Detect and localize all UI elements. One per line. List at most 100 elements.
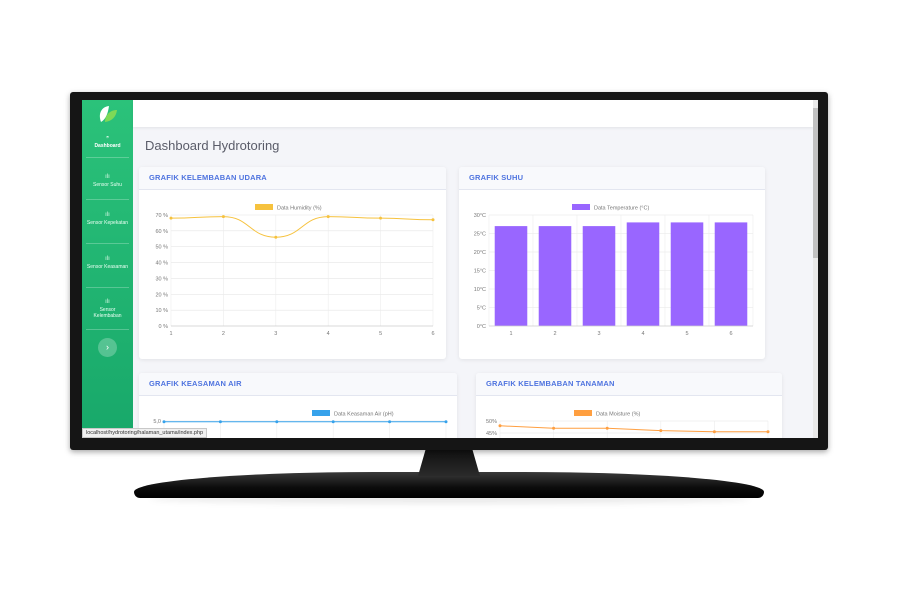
- sidebar-item-sensor-suhu[interactable]: ılı Sensor Suhu: [82, 174, 133, 188]
- ph-card: GRAFIK KEASAMAN AIR Data Keasaman Air (p…: [139, 373, 457, 438]
- ph-point: [444, 420, 448, 424]
- sidebar-toggle-button[interactable]: ›: [98, 338, 117, 357]
- temperature-bar: [714, 222, 748, 326]
- y-tick-label: 10 %: [155, 308, 168, 314]
- sidebar-item-label: Sensor Kepekatan: [86, 220, 129, 226]
- ph-point: [331, 420, 335, 424]
- legend-swatch: [572, 204, 590, 210]
- y-tick-label: 0 %: [159, 324, 169, 330]
- scrollbar-thumb[interactable]: [813, 108, 818, 258]
- y-tick-label: 30°C: [474, 213, 486, 219]
- moisture-point: [712, 430, 716, 434]
- humidity-point: [431, 218, 435, 222]
- humidity-point: [379, 216, 383, 220]
- monitor-neck: [418, 450, 480, 476]
- temperature-card: GRAFIK SUHU Data Temperature (°C) 0°C 5°C 1…: [459, 167, 765, 359]
- x-tick-label: 1: [169, 331, 172, 337]
- y-tick-label: 5°C: [477, 306, 486, 312]
- temperature-bar: [582, 226, 616, 326]
- chevron-right-icon: ›: [106, 342, 109, 352]
- sensor-icon: ılı: [105, 299, 110, 305]
- legend-label: Data Humidity (%): [277, 206, 322, 212]
- ph-point: [275, 420, 279, 424]
- sidebar: ◓ Dashboard ılı Sensor Suhu ılı Sensor K…: [82, 100, 133, 438]
- sidebar-item-sensor-kepekatan[interactable]: ılı Sensor Kepekatan: [82, 212, 133, 226]
- leaf-logo-icon[interactable]: [97, 104, 119, 124]
- humidity-point: [274, 235, 278, 239]
- temperature-bar: [670, 222, 704, 326]
- humidity-point: [169, 216, 173, 220]
- x-tick-label: 6: [431, 331, 434, 337]
- temperature-card-title: GRAFIK SUHU: [459, 167, 765, 190]
- ph-chart: Data Keasaman Air (pH) 5,0: [153, 410, 448, 438]
- legend-swatch: [312, 410, 330, 416]
- monitor-base: [134, 472, 764, 498]
- humidity-chart: Data Humidity (%) 0 % 10 % 20 % 30 % 40 % 50 %…: [155, 204, 435, 337]
- sensor-icon: ılı: [105, 174, 110, 180]
- sidebar-item-dashboard[interactable]: ◓ Dashboard: [82, 135, 133, 149]
- moisture-card: GRAFIK KELEMBABAN TANAMAN Data Moisture …: [476, 373, 782, 438]
- ph-point: [218, 420, 222, 424]
- humidity-point: [221, 215, 225, 219]
- sidebar-divider: [86, 199, 129, 200]
- sidebar-item-label: Sensor Suhu: [93, 182, 122, 188]
- y-tick-label: 30 %: [155, 276, 168, 282]
- humidity-point: [326, 215, 330, 219]
- status-bar-url: localhost/hydrotoring/halaman_utama/inde…: [82, 428, 208, 438]
- y-tick-label: 0°C: [477, 324, 486, 330]
- y-tick-label: 60 %: [155, 229, 168, 235]
- moisture-point: [766, 430, 770, 434]
- legend-label: Data Temperature (°C): [594, 206, 649, 212]
- ph-point: [162, 420, 166, 424]
- sensor-icon: ılı: [105, 256, 110, 262]
- y-tick-label: 15°C: [474, 269, 486, 275]
- sidebar-item-sensor-keasaman[interactable]: ılı Sensor Keasaman: [82, 256, 133, 270]
- moisture-point: [659, 429, 663, 433]
- ph-card-title: GRAFIK KEASAMAN AIR: [139, 373, 457, 396]
- x-tick-label: 2: [222, 331, 225, 337]
- temperature-chart: Data Temperature (°C) 0°C 5°C 10°C 15°C 20°C 2…: [474, 204, 754, 337]
- y-tick-label: 70 %: [155, 213, 168, 219]
- sidebar-item-label: Sensor Keasaman: [86, 264, 129, 270]
- sidebar-divider: [86, 157, 129, 158]
- y-tick-label: 20°C: [474, 250, 486, 256]
- x-tick-label: 5: [685, 331, 688, 337]
- x-tick-label: 1: [509, 331, 512, 337]
- y-tick-label: 40 %: [155, 261, 168, 267]
- humidity-line: [170, 216, 434, 238]
- y-tick-label: 20 %: [155, 292, 168, 298]
- legend-swatch: [574, 410, 592, 416]
- temperature-bar: [538, 226, 572, 326]
- browser-screen: ◓ Dashboard ılı Sensor Suhu ılı Sensor K…: [82, 100, 818, 438]
- y-tick-label: 45%: [486, 431, 497, 437]
- monitor-shadow: [150, 494, 750, 504]
- moisture-line: [499, 425, 768, 433]
- vertical-scrollbar[interactable]: [813, 100, 818, 438]
- sidebar-divider: [86, 243, 129, 244]
- ph-point: [388, 420, 392, 424]
- y-tick-label: 25°C: [474, 232, 486, 238]
- temperature-bar: [494, 226, 528, 326]
- y-tick-label: 5,0: [153, 419, 161, 425]
- y-tick-label: 50 %: [155, 245, 168, 251]
- x-tick-label: 6: [729, 331, 732, 337]
- x-tick-label: 3: [597, 331, 600, 337]
- legend-label: Data Moisture (%): [596, 412, 640, 418]
- sidebar-item-label: Sensor Kelembaban: [93, 307, 122, 319]
- sidebar-divider: [86, 329, 129, 330]
- moisture-point: [605, 426, 609, 430]
- dashboard-icon: ◓: [105, 135, 110, 141]
- sidebar-item-sensor-kelembaban[interactable]: ılı Sensor Kelembaban: [82, 299, 133, 319]
- sidebar-divider: [86, 287, 129, 288]
- legend-label: Data Keasaman Air (pH): [334, 412, 394, 418]
- humidity-card: GRAFIK KELEMBABAN UDARA Data Humidity (%…: [139, 167, 446, 359]
- moisture-point: [552, 426, 556, 430]
- x-tick-label: 4: [327, 331, 330, 337]
- x-tick-label: 5: [379, 331, 382, 337]
- moisture-chart: Data Moisture (%) 45% 50%: [486, 410, 770, 438]
- x-tick-label: 3: [274, 331, 277, 337]
- sensor-icon: ılı: [105, 212, 110, 218]
- temperature-bar: [626, 222, 660, 326]
- topbar: [133, 100, 813, 127]
- legend-swatch: [255, 204, 273, 210]
